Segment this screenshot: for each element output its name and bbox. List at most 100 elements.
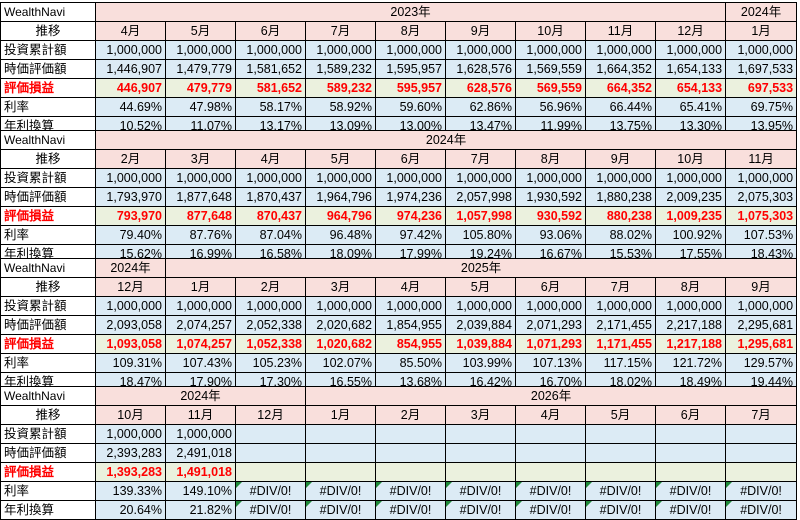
month-header-cell[interactable]: 2月 [95, 149, 166, 169]
month-header-cell[interactable]: 2月 [235, 277, 306, 297]
month-header-cell[interactable]: 5月 [165, 21, 236, 41]
investment-total-cell[interactable]: 1,000,000 [235, 40, 306, 60]
trend-label-cell[interactable]: 推移 [0, 149, 96, 169]
market-value-cell[interactable] [375, 443, 447, 463]
investment-total-cell[interactable]: 1,000,000 [585, 168, 656, 188]
unrealized-gain-cell[interactable]: 446,907 [95, 78, 166, 98]
unrealized-gain-cell[interactable]: 569,559 [515, 78, 586, 98]
return-rate-cell[interactable]: 58.17% [235, 97, 306, 117]
unrealized-gain-cell[interactable]: 1,295,681 [724, 334, 798, 354]
month-header-cell[interactable]: 7月 [305, 21, 376, 41]
return-rate-cell[interactable]: #DIV/0! [445, 481, 517, 501]
return-rate-cell[interactable]: 117.15% [585, 353, 656, 373]
annualized-rate-cell[interactable]: #DIV/0! [305, 500, 377, 520]
investment-total-cell[interactable]: 1,000,000 [165, 168, 236, 188]
investment-total-cell[interactable]: 1,000,000 [655, 168, 726, 188]
annualized-rate-cell[interactable]: #DIV/0! [725, 500, 798, 520]
investment-total-cell[interactable]: 1,000,000 [375, 168, 446, 188]
unrealized-gain-cell[interactable] [585, 462, 657, 482]
month-header-cell[interactable]: 4月 [375, 277, 446, 297]
investment-total-cell[interactable] [655, 424, 727, 444]
month-header-cell[interactable]: 9月 [585, 149, 656, 169]
month-header-cell[interactable]: 7月 [585, 277, 656, 297]
return-rate-cell[interactable]: 96.48% [305, 225, 376, 245]
investment-total-cell[interactable] [375, 424, 447, 444]
investment-total-cell[interactable]: 1,000,000 [725, 40, 798, 60]
investment-total-cell[interactable]: 1,000,000 [165, 424, 236, 444]
return-rate-cell[interactable]: 79.40% [95, 225, 166, 245]
market-value-cell[interactable]: 1,654,133 [654, 59, 727, 79]
annualized-rate-cell[interactable]: #DIV/0! [375, 500, 447, 520]
unrealized-gain-cell[interactable]: 1,491,018 [165, 462, 236, 482]
app-name-cell[interactable]: WealthNavi [0, 258, 96, 278]
unrealized-gain-label-cell[interactable]: 評価損益 [0, 334, 96, 354]
year-header-cell[interactable]: 2024年 [725, 2, 798, 22]
return-rate-label-cell[interactable]: 利率 [0, 481, 96, 501]
month-header-cell[interactable]: 5月 [585, 405, 657, 425]
market-value-cell[interactable]: 1,479,779 [165, 59, 236, 79]
return-rate-cell[interactable]: 62.86% [445, 97, 516, 117]
month-header-cell[interactable]: 8月 [515, 149, 586, 169]
annualized-rate-cell[interactable]: 20.64% [95, 500, 166, 520]
unrealized-gain-cell[interactable] [375, 462, 447, 482]
month-header-cell[interactable]: 10月 [515, 21, 586, 41]
month-header-cell[interactable]: 1月 [305, 405, 377, 425]
investment-total-cell[interactable]: 1,000,000 [375, 40, 446, 60]
unrealized-gain-label-cell[interactable]: 評価損益 [0, 78, 96, 98]
unrealized-gain-cell[interactable]: 628,576 [445, 78, 516, 98]
month-header-cell[interactable]: 7月 [445, 149, 516, 169]
trend-label-cell[interactable]: 推移 [0, 405, 96, 425]
return-rate-cell[interactable]: 87.76% [165, 225, 236, 245]
year-header-cell[interactable]: 2024年 [95, 258, 166, 278]
month-header-cell[interactable]: 12月 [95, 277, 166, 297]
investment-total-cell[interactable] [725, 424, 798, 444]
return-rate-cell[interactable]: 66.44% [585, 97, 656, 117]
month-header-cell[interactable]: 8月 [375, 21, 446, 41]
investment-total-cell[interactable]: 1,000,000 [235, 296, 306, 316]
year-header-cell[interactable]: 2024年 [94, 386, 307, 406]
unrealized-gain-cell[interactable] [234, 462, 307, 482]
unrealized-gain-cell[interactable]: 964,796 [305, 206, 376, 226]
unrealized-gain-cell[interactable]: 581,652 [235, 78, 306, 98]
return-rate-cell[interactable]: #DIV/0! [234, 481, 307, 501]
market-value-label-cell[interactable]: 時価評価額 [0, 315, 96, 335]
investment-total-cell[interactable] [305, 424, 377, 444]
investment-total-cell[interactable]: 1,000,000 [165, 40, 236, 60]
market-value-cell[interactable]: 1,870,437 [235, 187, 306, 207]
month-header-cell[interactable]: 1月 [165, 277, 236, 297]
market-value-cell[interactable]: 1,964,796 [305, 187, 376, 207]
market-value-cell[interactable]: 1,628,576 [445, 59, 516, 79]
investment-total-cell[interactable]: 1,000,000 [655, 296, 726, 316]
market-value-cell[interactable] [305, 443, 377, 463]
market-value-cell[interactable]: 2,491,018 [165, 443, 236, 463]
return-rate-label-cell[interactable]: 利率 [0, 97, 96, 117]
investment-total-label-cell[interactable]: 投資累計額 [0, 296, 96, 316]
unrealized-gain-cell[interactable]: 1,071,293 [515, 334, 586, 354]
unrealized-gain-cell[interactable]: 930,592 [515, 206, 586, 226]
month-header-cell[interactable]: 7月 [725, 405, 798, 425]
investment-total-cell[interactable]: 1,000,000 [305, 168, 376, 188]
market-value-cell[interactable]: 1,446,907 [95, 59, 166, 79]
investment-total-cell[interactable]: 1,000,000 [445, 296, 516, 316]
unrealized-gain-cell[interactable]: 1,009,235 [655, 206, 726, 226]
return-rate-cell[interactable]: 105.23% [235, 353, 306, 373]
return-rate-cell[interactable]: 139.33% [95, 481, 166, 501]
market-value-cell[interactable]: 2,074,257 [165, 315, 236, 335]
month-header-cell[interactable]: 5月 [305, 149, 376, 169]
unrealized-gain-label-cell[interactable]: 評価損益 [0, 206, 96, 226]
market-value-cell[interactable]: 1,697,533 [725, 59, 798, 79]
market-value-cell[interactable]: 1,877,648 [165, 187, 236, 207]
investment-total-cell[interactable] [445, 424, 517, 444]
market-value-cell[interactable] [234, 443, 307, 463]
month-header-cell[interactable]: 3月 [445, 405, 517, 425]
unrealized-gain-cell[interactable]: 589,232 [305, 78, 376, 98]
unrealized-gain-label-cell[interactable]: 評価損益 [0, 462, 96, 482]
unrealized-gain-cell[interactable]: 877,648 [165, 206, 236, 226]
return-rate-cell[interactable]: 44.69% [95, 97, 166, 117]
unrealized-gain-cell[interactable]: 793,970 [95, 206, 166, 226]
market-value-cell[interactable]: 2,295,681 [724, 315, 798, 335]
market-value-cell[interactable] [725, 443, 798, 463]
return-rate-cell[interactable]: 109.31% [95, 353, 166, 373]
market-value-cell[interactable]: 2,020,682 [305, 315, 376, 335]
investment-total-cell[interactable] [515, 424, 587, 444]
